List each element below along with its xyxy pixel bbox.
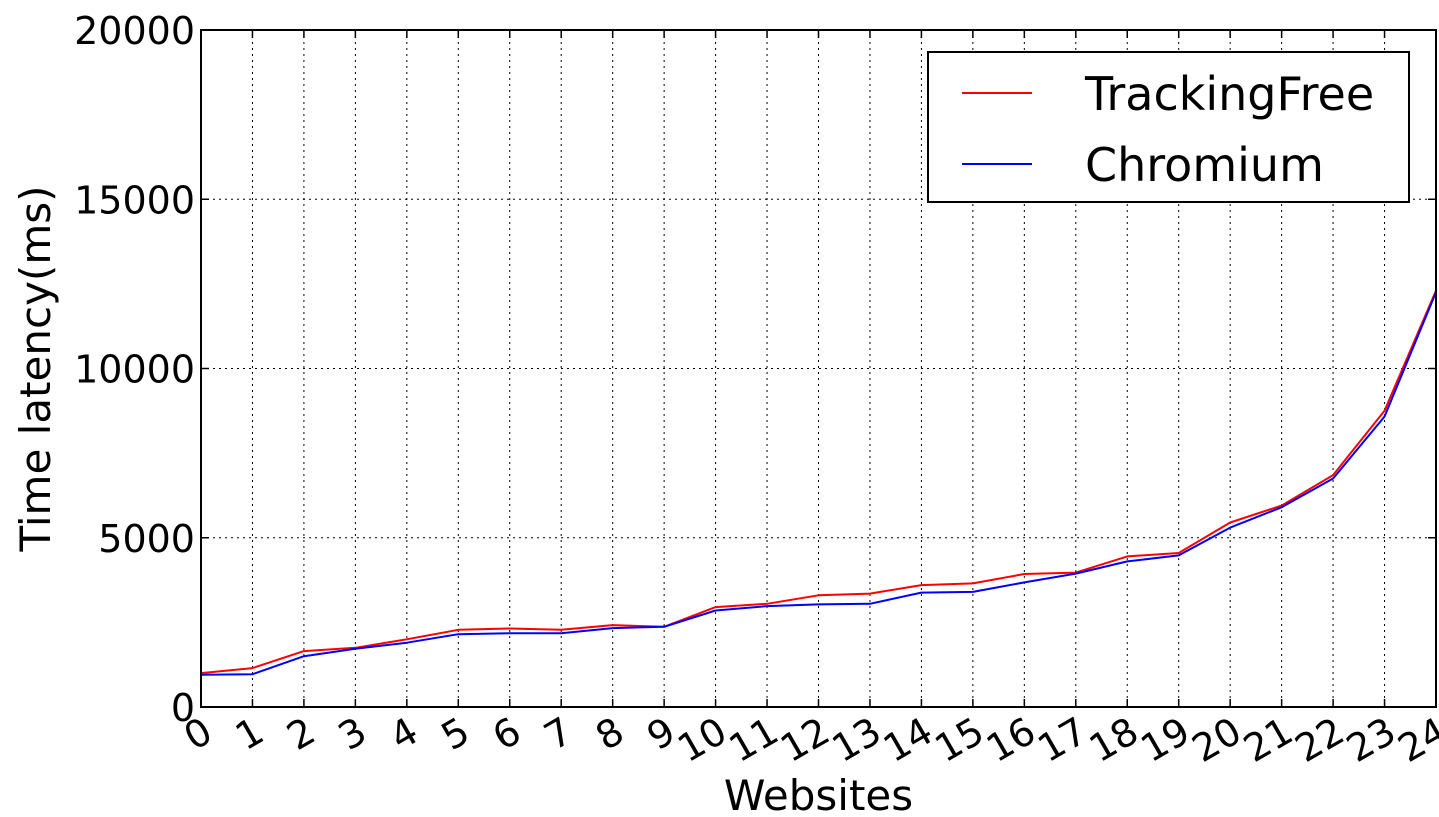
y-tick-label: 0: [171, 686, 195, 730]
y-tick-label: 10000: [74, 348, 195, 392]
series-lines: [200, 290, 1437, 676]
legend-label-chromium: Chromium: [1085, 138, 1324, 192]
series-line-trackingfree: [200, 290, 1437, 675]
grid: [201, 30, 1436, 707]
y-tick-label: 20000: [74, 9, 195, 53]
series-line-chromium: [200, 291, 1437, 676]
legend-box: [927, 51, 1410, 203]
y-tick-label: 5000: [98, 517, 195, 561]
y-axis-label: Time latency(ms): [11, 186, 60, 553]
legend-label-trackingfree: TrackingFree: [1084, 67, 1374, 121]
legend: TrackingFree Chromium: [927, 51, 1410, 203]
y-tick-label: 15000: [74, 178, 195, 222]
x-axis-label: Websites: [724, 771, 913, 817]
